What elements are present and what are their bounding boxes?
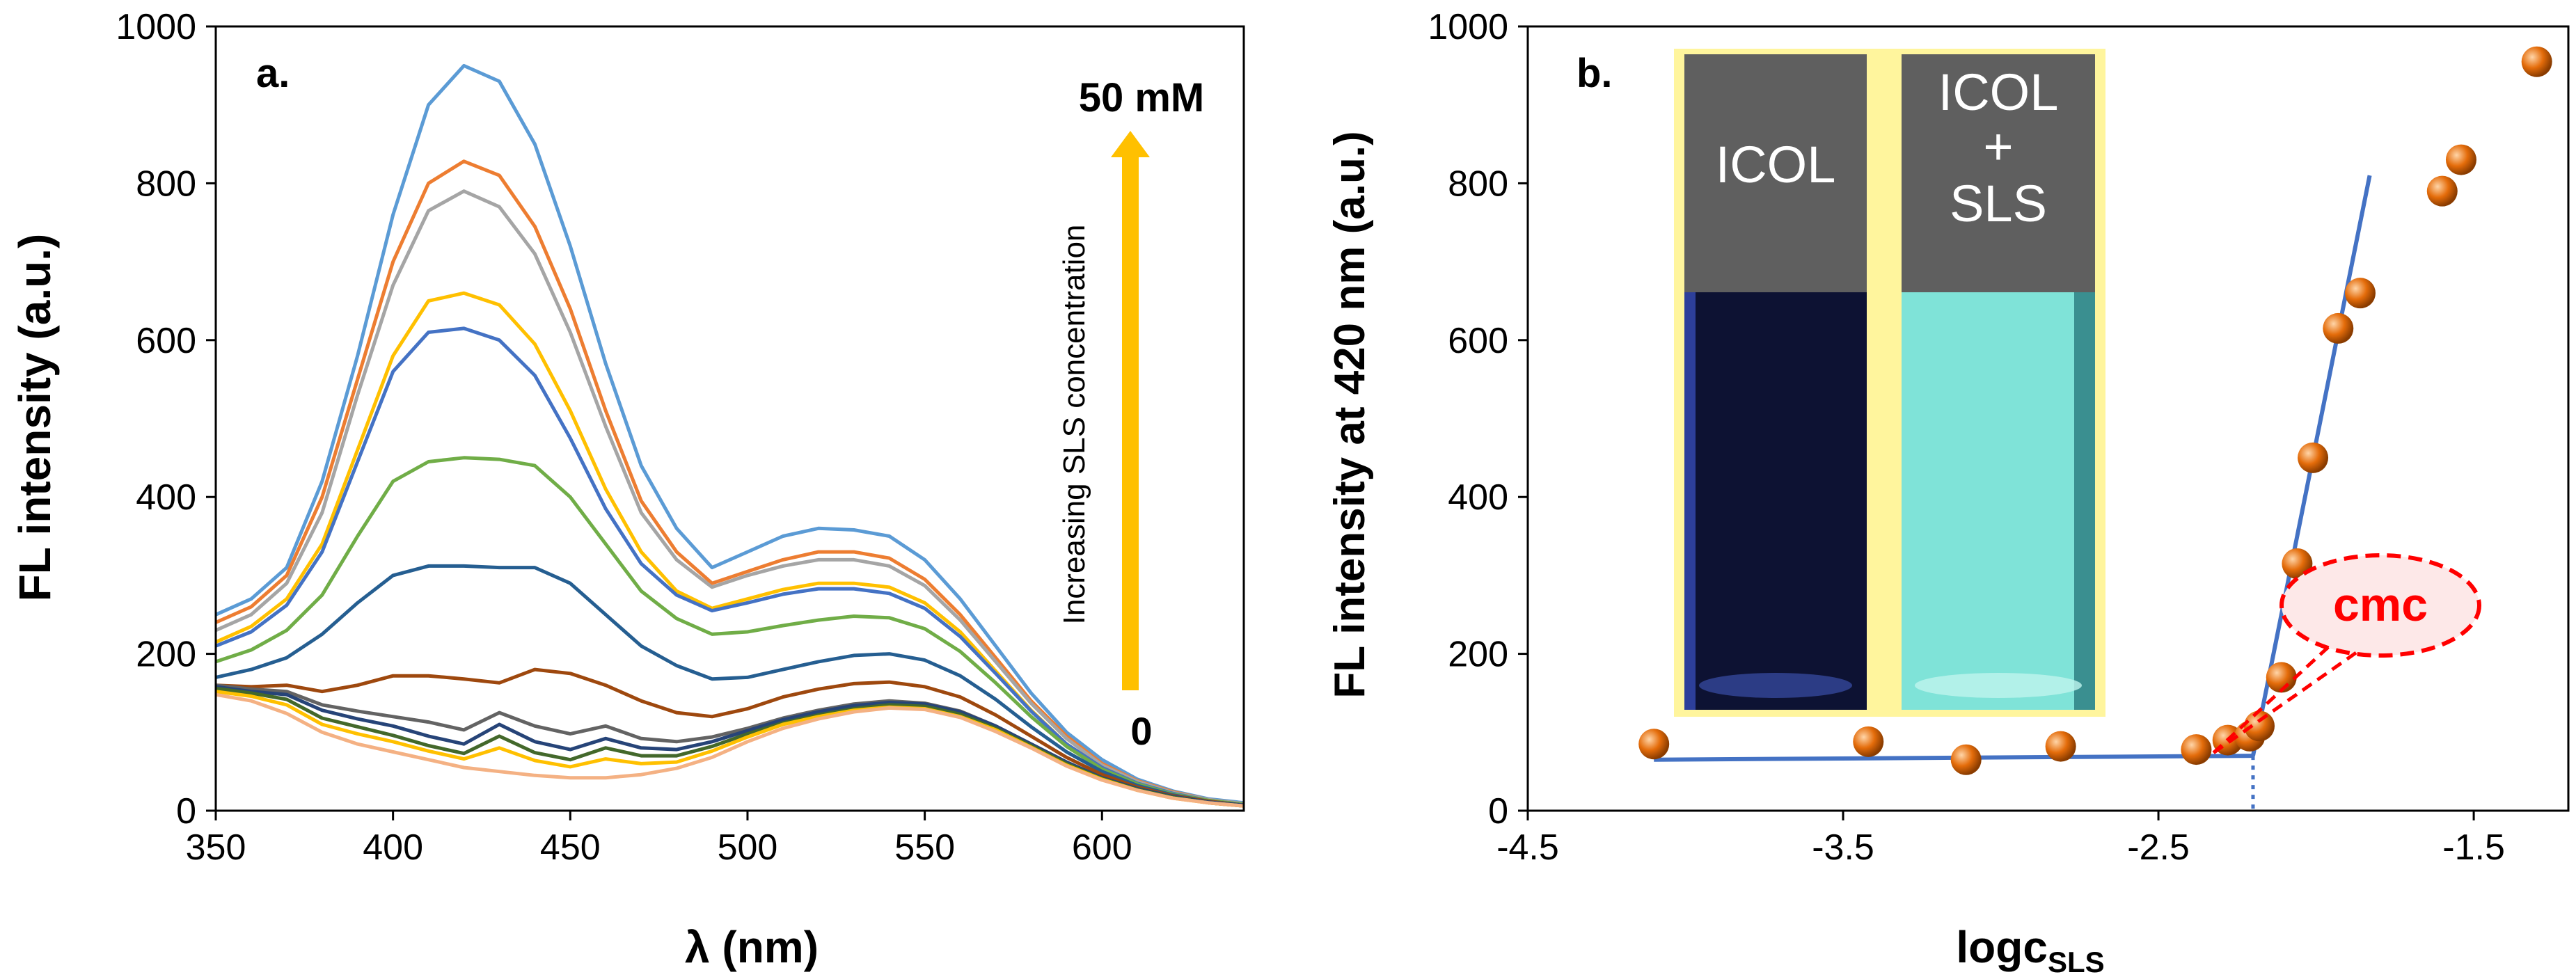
data-point-4 xyxy=(2045,731,2076,762)
y-tick-label: 0 xyxy=(176,791,196,832)
panel-a-ticks: 350 400 450 500 550 600 0 200 400 600 800 1000 xyxy=(116,7,1132,868)
cmc-pointer-1 xyxy=(2212,646,2330,754)
data-point-5 xyxy=(2181,734,2212,765)
b-x-tick-label: -1.5 xyxy=(2442,827,2505,868)
arrow-caption: Increasing SLS concentration xyxy=(1057,225,1091,625)
cmc-bubble xyxy=(2279,553,2481,658)
b-y-tick-label: 0 xyxy=(1488,791,1508,832)
y-tick-label: 800 xyxy=(136,164,196,204)
panel-a-series-group xyxy=(214,63,1244,808)
b-x-tick-label: -4.5 xyxy=(1496,827,1559,868)
panel-a-plot-frame xyxy=(214,25,1245,812)
b-x-tick-label: -2.5 xyxy=(2127,827,2190,868)
vial-left-label: ICOL xyxy=(1716,136,1836,193)
cmc-label: cmc xyxy=(2333,578,2428,631)
y-tick-label: 200 xyxy=(136,635,196,675)
panel-a-chart: 350 400 450 500 550 600 0 200 400 600 800 1000 a. 5… xyxy=(10,7,1245,972)
concentration-arrow-head xyxy=(1111,131,1150,157)
x-tick-label: 600 xyxy=(1072,827,1132,868)
vial-right-label-line3: SLS xyxy=(1950,175,2047,232)
data-point-2 xyxy=(1853,726,1884,757)
data-point-15 xyxy=(2445,144,2476,175)
b-y-tick-label: 800 xyxy=(1448,164,1508,204)
cmc-callout: cmc xyxy=(2212,553,2481,755)
panel-b-x-axis-label-sub: SLS xyxy=(2048,946,2105,977)
panel-b-points xyxy=(1638,46,2552,775)
data-point-8 xyxy=(2244,710,2275,742)
vial-left-cap xyxy=(1684,54,1867,292)
y-tick-label: 400 xyxy=(136,477,196,518)
vial-left-bottom xyxy=(1699,673,1852,698)
data-point-13 xyxy=(2345,278,2376,309)
data-point-3 xyxy=(1950,744,1982,775)
spectrum-line-2 xyxy=(214,159,1244,806)
spectrum-line-13 xyxy=(215,692,1244,808)
spectrum-line-5 xyxy=(215,326,1244,807)
data-point-12 xyxy=(2323,312,2354,344)
vial-right-cap xyxy=(1902,54,2095,292)
b-x-tick-label: -3.5 xyxy=(1812,827,1874,868)
panel-a-x-axis-label: λ (nm) xyxy=(685,922,819,972)
x-tick-label: 550 xyxy=(894,827,955,868)
data-point-11 xyxy=(2298,442,2329,473)
arrow-bottom-label: 0 xyxy=(1130,709,1152,753)
vial-right-body xyxy=(1902,292,2095,710)
x-tick-label: 500 xyxy=(718,827,778,868)
data-point-14 xyxy=(2426,175,2458,207)
panel-b-letter: b. xyxy=(1577,51,1613,96)
x-tick-label: 450 xyxy=(540,827,601,868)
vial-right-label-line2: + xyxy=(1983,118,2013,175)
arrow-top-label: 50 mM xyxy=(1079,75,1205,120)
data-point-1 xyxy=(1638,729,1670,760)
panel-b-chart: -4.5 -3.5 -2.5 -1.5 0 200 400 600 800 1000 ICOL I… xyxy=(1326,7,2570,977)
panel-b-x-axis-label: logcSLS xyxy=(1956,922,2104,977)
vial-right-label-line1: ICOL xyxy=(1938,63,2059,121)
spectrum-line-1 xyxy=(214,63,1244,805)
y-tick-label: 600 xyxy=(136,321,196,361)
panel-b-x-axis-label-main: logc xyxy=(1956,922,2048,972)
b-y-tick-label: 1000 xyxy=(1428,7,1508,47)
vial-photo-inset: ICOL ICOL + SLS xyxy=(1674,49,2105,717)
spectrum-line-8 xyxy=(215,667,1244,807)
vial-right-bottom xyxy=(1915,673,2082,698)
concentration-arrow-shaft xyxy=(1122,154,1139,690)
vial-left-glow xyxy=(1684,292,1696,710)
b-y-tick-label: 600 xyxy=(1448,321,1508,361)
y-tick-label: 1000 xyxy=(116,7,196,47)
cmc-pointer-2 xyxy=(2212,651,2357,755)
spectrum-line-3 xyxy=(214,189,1244,806)
vial-right-shade xyxy=(2074,292,2095,710)
panel-b-y-axis-label: FL intensity at 420 nm (a.u.) xyxy=(1326,131,1374,698)
panel-b-plot-frame xyxy=(1526,25,2570,812)
panel-b-ticks: -4.5 -3.5 -2.5 -1.5 0 200 400 600 800 1000 xyxy=(1428,7,2505,868)
b-y-tick-label: 200 xyxy=(1448,635,1508,675)
x-tick-label: 400 xyxy=(363,827,423,868)
data-point-16 xyxy=(2521,46,2552,77)
x-tick-label: 350 xyxy=(186,827,246,868)
b-y-tick-label: 400 xyxy=(1448,477,1508,518)
panel-a-letter: a. xyxy=(256,51,290,96)
panel-a-y-axis-label: FL intensity (a.u.) xyxy=(10,234,60,602)
spectrum-line-6 xyxy=(215,456,1244,807)
vial-left-body xyxy=(1684,292,1867,710)
spectrum-line-7 xyxy=(215,564,1244,807)
